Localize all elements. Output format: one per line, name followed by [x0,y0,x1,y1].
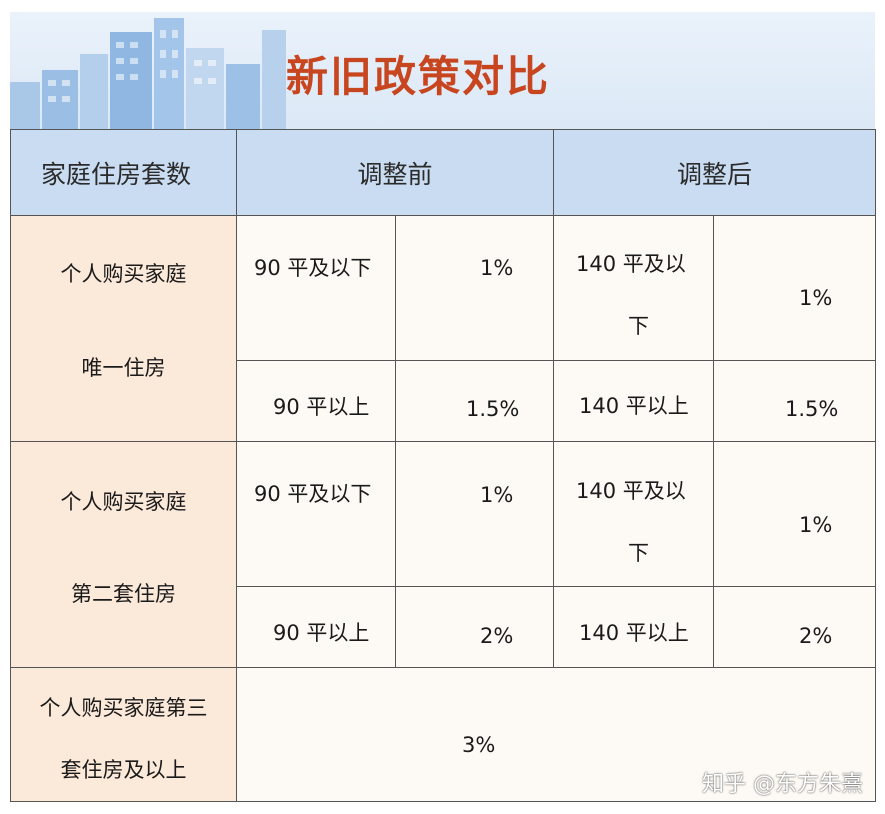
table-header-row: 家庭住房套数 调整前 调整后 [10,129,877,216]
after-small-rate: 1% [713,441,877,587]
policy-comparison-table: 家庭住房套数 调整前 调整后 个人购买家庭 唯一住房 90 平及以下 1% 14… [10,129,877,802]
after-large-rate: 2% [713,586,877,668]
table-row: 个人购买家庭 第二套住房 90 平及以下 1% 140 平及以 下 1% [10,441,877,668]
header-before: 调整前 [235,129,555,216]
before-large-rate: 2% [394,586,555,668]
title-banner: 新旧政策对比 [10,12,875,129]
after-large-rate: 1.5% [713,360,877,442]
table-row: 个人购买家庭 唯一住房 90 平及以下 1% 140 平及以 下 1% [10,215,877,442]
after-small-rate: 1% [713,215,877,361]
header-after: 调整后 [553,129,877,216]
third-home-rate: 3% [235,667,877,802]
before-large-area: 90 平以上 [236,360,396,442]
after-small-area: 140 平及以 下 [553,215,715,361]
before-small-area: 90 平及以下 [236,215,396,361]
table-row: 90 平以上 2% 140 平以上 2% [11,586,877,668]
before-small-area: 90 平及以下 [236,441,396,587]
row-label-third-home: 个人购买家庭第三 套住房及以上 [10,667,237,802]
before-large-area: 90 平以上 [236,586,396,668]
table-row: 个人购买家庭第三 套住房及以上 3% [10,667,877,802]
watermark: 知乎 @东方朱熹 [702,772,863,797]
header-housing-count: 家庭住房套数 [10,129,237,216]
before-small-rate: 1% [394,215,555,361]
city-skyline-icon [10,18,286,129]
after-large-area: 140 平以上 [553,586,715,668]
after-large-area: 140 平以上 [553,360,715,442]
row-label-second-home: 个人购买家庭 第二套住房 [10,441,237,668]
row-label-first-home: 个人购买家庭 唯一住房 [10,215,237,442]
before-large-rate: 1.5% [394,360,555,442]
table-row: 90 平以上 1.5% 140 平以上 1.5% [11,360,877,442]
before-small-rate: 1% [394,441,555,587]
page-title: 新旧政策对比 [286,52,551,101]
after-small-area: 140 平及以 下 [553,441,715,587]
